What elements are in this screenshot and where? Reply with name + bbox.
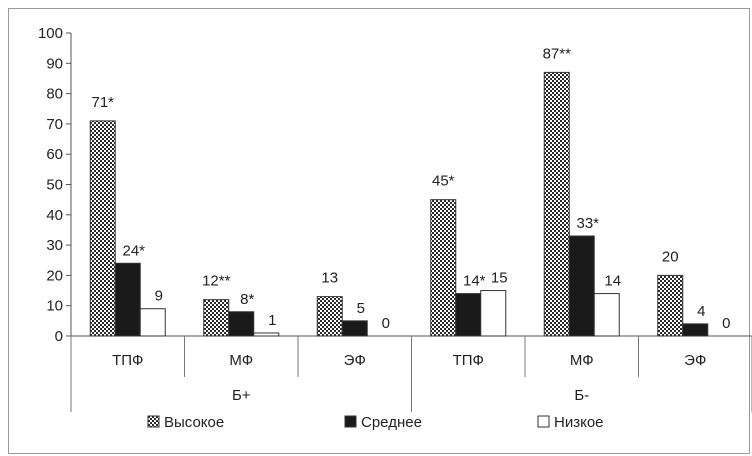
data-label: 24*: [122, 242, 145, 259]
bar: [139, 308, 166, 337]
x-group-label: Б-: [574, 387, 589, 404]
legend-swatch: [344, 415, 357, 428]
x-category-label: МФ: [229, 352, 253, 369]
y-tick-label: 20: [46, 267, 63, 284]
y-tick-label: 30: [46, 237, 63, 254]
bar: [114, 262, 141, 337]
y-tick-label: 40: [46, 207, 63, 224]
legend-swatch: [147, 415, 160, 428]
data-label: 33*: [576, 215, 599, 232]
bar: [682, 323, 709, 337]
x-category-label: ЭФ: [684, 352, 706, 369]
bar: [430, 199, 457, 337]
bar: [543, 71, 570, 337]
y-tick-label: 50: [46, 177, 63, 194]
bar: [316, 296, 343, 337]
data-label: 14*: [463, 273, 486, 290]
data-label: 15: [491, 270, 508, 287]
bar: [657, 274, 684, 337]
x-category-label: ТПФ: [112, 352, 143, 369]
bar: [228, 311, 255, 337]
x-category-label: ЭФ: [344, 352, 366, 369]
y-tick-label: 90: [46, 55, 63, 72]
bar: [89, 120, 116, 337]
data-label: 9: [155, 288, 163, 305]
legend-label: Высокое: [164, 414, 224, 431]
y-tick-label: 80: [46, 86, 63, 103]
data-label: 45*: [432, 173, 455, 190]
data-label: 0: [382, 315, 390, 332]
data-label: 4: [697, 303, 705, 320]
data-label: 8*: [240, 291, 254, 308]
legend-swatch: [537, 415, 550, 428]
y-tick-label: 10: [46, 298, 63, 315]
bars: [89, 71, 709, 337]
bar: [568, 235, 595, 337]
bar: [593, 293, 620, 337]
bar: [203, 299, 230, 337]
bar: [480, 290, 507, 337]
y-tick-label: 0: [55, 328, 63, 345]
data-label: 20: [662, 248, 679, 265]
data-label: 71*: [91, 94, 114, 111]
legend-label: Среднее: [361, 414, 422, 431]
chart-frame: [8, 8, 750, 454]
x-category-label: МФ: [570, 352, 594, 369]
y-tick-label: 70: [46, 116, 63, 133]
data-label: 12**: [202, 273, 231, 290]
y-tick-label: 100: [38, 25, 63, 42]
data-label: 13: [321, 270, 338, 287]
x-group-label: Б+: [232, 387, 251, 404]
data-label: 5: [357, 300, 365, 317]
legend: Высокое Среднее Низкое: [147, 414, 604, 431]
bar: [253, 332, 280, 337]
data-labels: 71* 12** 13 45* 87** 20 24* 8* 5 14* 33* 4 9 1 0 15 14 0: [91, 45, 730, 332]
x-category-label: ТПФ: [453, 352, 484, 369]
data-label: 14: [604, 273, 621, 290]
bar: [455, 293, 482, 337]
data-label: 1: [268, 312, 276, 329]
y-tick-label: 60: [46, 146, 63, 163]
bar: [341, 320, 368, 337]
legend-label: Низкое: [554, 414, 604, 431]
data-label: 87**: [543, 45, 572, 62]
data-label: 0: [722, 315, 730, 332]
